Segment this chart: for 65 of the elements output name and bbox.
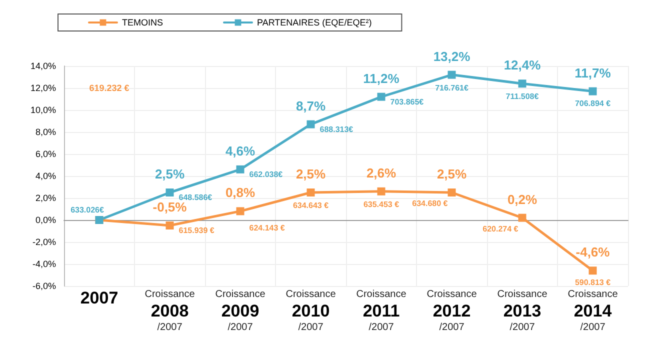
x-tick-label: 2007 — [80, 288, 118, 308]
point — [518, 214, 526, 222]
annotation: 633.026€ — [70, 206, 104, 214]
x-tick-label: Croissance 2013 /2007 — [497, 289, 548, 333]
data-label: -4,6% — [576, 244, 610, 260]
annotation: 716.761€ — [435, 83, 469, 92]
data-label: 0,2% — [507, 192, 538, 207]
data-label: -0,5% — [152, 200, 188, 214]
point — [306, 120, 315, 128]
y-tick-label: -6,0% — [32, 281, 56, 291]
y-tick-label: 4,0% — [35, 171, 56, 181]
annotation: 624.143 € — [249, 224, 286, 232]
data-label: 0,8% — [225, 185, 256, 200]
annotation: 688.313€ — [320, 124, 354, 134]
annotation: 662.038€ — [249, 170, 284, 179]
y-tick-label: 10,0% — [30, 105, 56, 115]
annotation: 619.232 € — [89, 83, 130, 93]
x-tick-label: Croissance 2011 /2007 — [356, 289, 407, 333]
annotation: 634.643 € — [292, 201, 330, 210]
data-label: 4,6% — [225, 143, 256, 158]
point — [588, 266, 597, 275]
legend-label: TEMOINS — [122, 18, 164, 28]
y-tick-label: 14,0% — [30, 61, 56, 71]
data-label: 2,5% — [436, 166, 467, 182]
y-tick-label: 2,0% — [35, 193, 56, 203]
data-label: 2,5% — [296, 166, 326, 182]
data-label: 2,6% — [366, 165, 396, 180]
x-tick-label: Croissance 2014 /2007 — [568, 289, 618, 333]
data-label: 11,2% — [363, 70, 400, 86]
x-tick-label: Croissance 2009 /2007 — [215, 289, 266, 333]
data-label: 13,2% — [433, 48, 471, 64]
point — [236, 207, 244, 216]
x-tick-label: Croissance 2012 /2007 — [426, 289, 478, 333]
y-tick-label: 0,0% — [35, 215, 56, 225]
annotation: 635.453 € — [363, 200, 400, 209]
point — [306, 188, 315, 196]
data-label: 2,5% — [154, 166, 185, 182]
point — [377, 92, 386, 101]
annotation: 620.274 € — [482, 224, 519, 234]
data-label: 8,7% — [296, 98, 326, 114]
annotation: 648.586€ — [178, 193, 213, 202]
point — [236, 165, 244, 174]
point — [588, 87, 597, 96]
point — [448, 70, 456, 79]
point — [448, 188, 456, 196]
data-label: 12,4% — [504, 58, 542, 73]
y-tick-label: 12,0% — [30, 83, 56, 93]
y-tick-label: -4,0% — [32, 259, 56, 269]
annotation: 590.813 € — [574, 278, 612, 288]
legend-label: PARTENAIRES (EQE/EQE²) — [257, 18, 372, 28]
point — [377, 187, 386, 196]
point — [166, 222, 174, 230]
y-tick-label: 6,0% — [35, 149, 56, 159]
annotation: 706.894 € — [574, 98, 612, 108]
y-tick-label: -2,0% — [32, 237, 56, 247]
annotation: 703.865€ — [390, 97, 424, 106]
annotation: 711.508€ — [506, 92, 540, 102]
y-tick-label: 8,0% — [35, 127, 56, 137]
x-tick-label: Croissance 2008 /2007 — [144, 289, 196, 333]
data-label: 11,7% — [574, 65, 612, 80]
point — [166, 188, 174, 196]
annotation: 615.939 € — [178, 226, 215, 235]
annotation: 634.680 € — [412, 199, 448, 208]
point — [518, 80, 526, 88]
x-tick-label: Croissance 2010 /2007 — [286, 289, 336, 333]
